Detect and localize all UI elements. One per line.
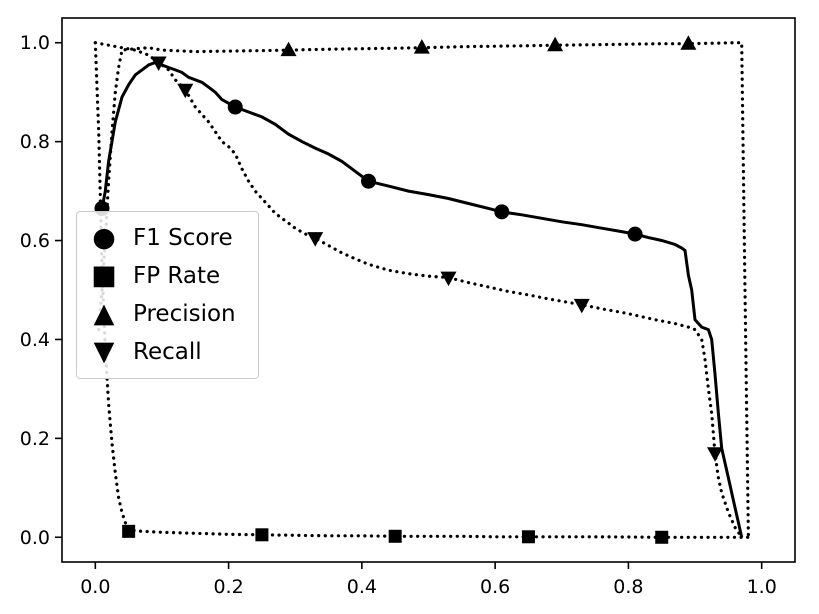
y-tick-label: 0.6	[20, 230, 50, 252]
y-tick-label: 1.0	[20, 32, 50, 54]
y-tick-label: 0.4	[20, 329, 50, 351]
legend-label-recall: Recall	[133, 339, 202, 365]
x-tick-label: 0.6	[480, 576, 510, 598]
triangle-down-marker-icon	[150, 56, 167, 72]
legend-item-precision: ▲ Precision	[87, 296, 236, 332]
axes-frame	[61, 17, 796, 563]
square-marker-icon	[122, 524, 136, 538]
circle-marker-icon	[627, 226, 643, 242]
square-marker-icon	[521, 530, 535, 544]
legend-label-precision: Precision	[133, 301, 236, 327]
triangle-down-marker-icon	[177, 83, 194, 99]
legend-item-f1-score: ● F1 Score	[87, 220, 236, 256]
triangle-down-marker-icon: ▼	[93, 336, 115, 367]
y-tick-label: 0.8	[20, 131, 50, 153]
circle-marker-icon: ●	[92, 222, 116, 253]
triangle-down-marker-icon	[307, 232, 324, 247]
triangle-down-marker-icon	[440, 271, 457, 287]
triangle-up-marker-icon: ▲	[93, 298, 115, 329]
x-tick-label: 1.0	[747, 576, 777, 598]
legend-item-fp-rate: ■ FP Rate	[87, 258, 236, 294]
circle-marker-icon	[361, 173, 377, 189]
x-tick-label: 0.0	[80, 576, 110, 598]
triangle-down-marker-icon	[707, 447, 724, 462]
legend-label-f1-score: F1 Score	[133, 225, 233, 251]
legend-label-fp-rate: FP Rate	[133, 263, 221, 289]
triangle-up-marker-icon	[547, 36, 564, 52]
series-line-fp-rate	[93, 41, 751, 539]
triangle-up-marker-icon	[680, 35, 697, 50]
y-tick-label: 0.0	[20, 527, 50, 549]
triangle-down-marker-icon	[573, 298, 590, 314]
x-tick-label: 0.4	[347, 576, 377, 598]
square-marker-icon	[255, 528, 269, 542]
circle-marker-icon	[227, 99, 243, 115]
x-tick-label: 0.2	[213, 576, 243, 598]
series-line-recall	[93, 41, 744, 539]
triangle-up-marker-icon	[280, 41, 297, 57]
square-marker-icon	[655, 530, 669, 544]
circle-marker-icon	[494, 204, 510, 220]
triangle-up-marker-icon	[413, 39, 430, 54]
legend: ● F1 Score ■ FP Rate ▲ Precision ▼ Recall	[76, 211, 259, 379]
x-tick-label: 0.8	[613, 576, 643, 598]
square-marker-icon	[388, 529, 402, 543]
y-tick-label: 0.2	[20, 428, 50, 450]
square-marker-icon: ■	[91, 260, 117, 291]
legend-item-recall: ▼ Recall	[87, 334, 236, 370]
